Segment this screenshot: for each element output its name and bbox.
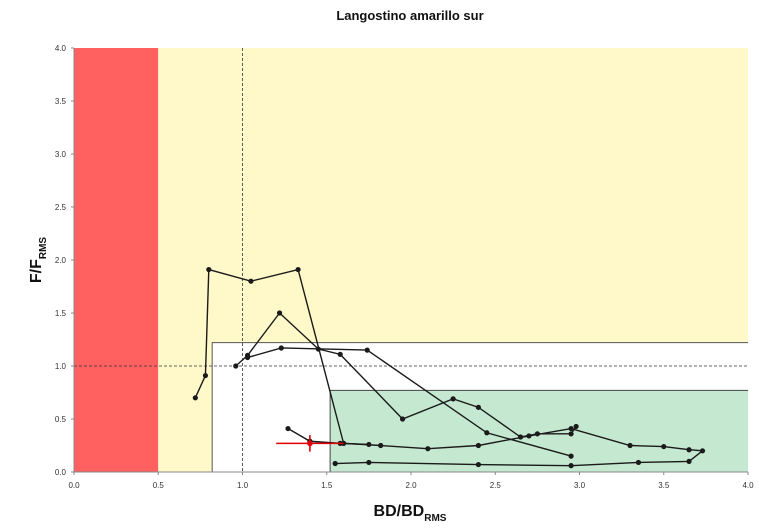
- region-green: [330, 390, 748, 472]
- series-1-point-15: [699, 448, 706, 454]
- y-tick-label: 2.5: [55, 203, 67, 212]
- y-tick-label: 1.0: [55, 362, 67, 371]
- series-1-point-16: [686, 458, 692, 464]
- series-1-point-20: [366, 459, 372, 466]
- y-tick-label: 0.5: [55, 415, 67, 424]
- y-tick-label: 3.5: [55, 97, 67, 106]
- series-3-point-8: [475, 404, 481, 410]
- series-line-2: [287, 427, 369, 446]
- x-tick-label: 0.5: [153, 481, 165, 490]
- series-1-point-1: [192, 395, 198, 401]
- series-1-point-5: [295, 266, 301, 273]
- x-axis-title: BD/BDRMS: [374, 503, 447, 524]
- series-1-point-11: [568, 425, 574, 432]
- series-3-point-9: [517, 434, 524, 440]
- series-4-point-4: [484, 430, 490, 436]
- series-layer: [192, 266, 706, 469]
- series-1-point-17: [635, 459, 642, 466]
- y-axis-title: F/FRMS: [28, 237, 49, 284]
- x-tick-label: 4.0: [742, 481, 754, 490]
- series-1-point-19: [475, 461, 481, 468]
- series-line-3: [235, 311, 577, 438]
- series-4-point-5: [568, 453, 574, 459]
- series-3-point-12: [573, 423, 579, 430]
- plot-area: [73, 48, 749, 473]
- series-3-point-7: [450, 396, 456, 402]
- x-tick-label: 2.0: [405, 481, 417, 490]
- series-2-point-4: [366, 441, 372, 448]
- series-1-point-18: [568, 463, 574, 469]
- series-4-point-2: [278, 345, 284, 351]
- x-tick-label: 1.0: [237, 481, 249, 490]
- series-3-point-5: [337, 351, 343, 357]
- y-tick-label: 3.0: [55, 150, 67, 159]
- stock-status-regions: [74, 48, 749, 472]
- x-axis-title-main: BD/BD: [374, 503, 425, 520]
- x-tick-label: 2.5: [490, 481, 502, 490]
- series-1-point-2: [202, 372, 209, 379]
- y-tick-label: 2.0: [55, 256, 67, 265]
- reference-lines: [74, 48, 748, 472]
- y-tick-label: 0.0: [55, 468, 67, 477]
- series-1-point-7: [378, 442, 384, 449]
- y-axis-title-main: F/F: [28, 259, 45, 283]
- series-1-point-4: [248, 278, 254, 284]
- y-axis-title-sub: RMS: [38, 237, 49, 260]
- series-1-point-12: [627, 442, 633, 449]
- series-4-point-1: [244, 354, 251, 361]
- series-3-point-10: [534, 431, 540, 437]
- y-tick-label: 4.0: [55, 44, 67, 53]
- series-3-point-1: [233, 363, 239, 369]
- series-1-point-14: [686, 447, 692, 453]
- x-tick-label: 1.5: [321, 481, 333, 490]
- series-1-point-3: [206, 266, 212, 273]
- x-tick-label: 3.0: [574, 481, 586, 490]
- series-1-point-13: [661, 443, 667, 450]
- series-3-point-11: [568, 431, 574, 437]
- series-1-point-21: [332, 460, 338, 467]
- current-point-marker: [307, 440, 313, 447]
- series-2-point-1: [285, 425, 291, 432]
- chart-title: Langostino amarillo sur: [336, 8, 483, 23]
- series-3-point-3: [276, 310, 283, 316]
- region-white-border: [211, 342, 748, 472]
- series-1-point-8: [425, 446, 431, 452]
- y-tick-label: 1.5: [55, 309, 67, 318]
- y-tick-labels: 0.0 0.5 1.0 1.5 2.0 2.5 3.0 3.5 4.0: [55, 44, 74, 477]
- current-point-layer: [276, 435, 344, 452]
- series-3-point-6: [399, 416, 406, 422]
- x-tick-labels: 0.0 0.5 1.0 1.5 2.0 2.5 3.0 3.5 4.0: [68, 472, 754, 490]
- series-4-point-3: [364, 347, 370, 353]
- x-axis-title-sub: RMS: [424, 513, 447, 524]
- series-1-point-9: [475, 442, 481, 449]
- x-tick-label: 0.0: [68, 481, 80, 490]
- region-red: [74, 48, 159, 472]
- x-tick-label: 3.5: [658, 481, 670, 490]
